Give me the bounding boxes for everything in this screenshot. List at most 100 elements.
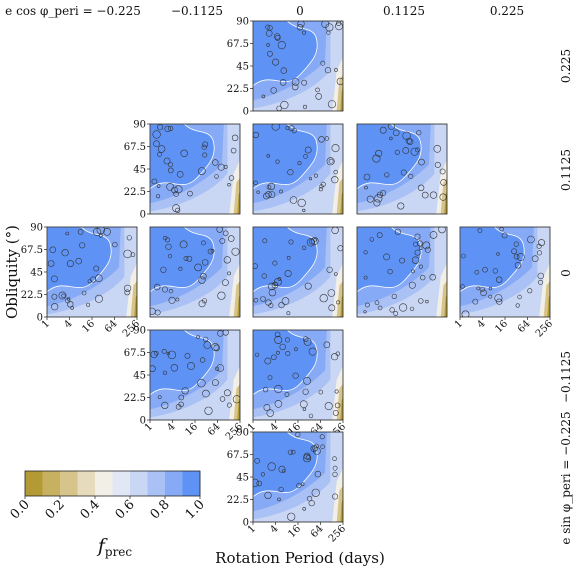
data-point [496,298,503,305]
data-point [397,202,405,210]
data-point [151,178,158,185]
x-tick-label: 16 [286,523,303,540]
y-tick-label: 0 [37,313,43,324]
data-point [318,136,325,143]
data-point [216,227,223,233]
data-point [279,343,286,351]
data-point [216,364,225,372]
colorbar-tick-label: 0.8 [148,497,173,522]
data-point [222,230,229,237]
colorbar-frame [24,470,201,497]
data-point [184,352,191,359]
data-point [228,175,235,181]
contour-band [150,124,215,190]
x-tick-label: 64 [516,318,533,335]
data-point [96,227,105,235]
data-point [156,184,161,188]
data-point [414,233,421,240]
data-point [369,237,375,242]
data-point [501,232,508,239]
data-point [187,190,193,197]
data-point [278,301,285,309]
y-tick-label: 22.5 [21,290,43,301]
data-point [424,246,431,253]
data-point [231,247,240,256]
y-tick-label: 45 [236,62,249,73]
data-point [264,357,272,365]
data-point [222,279,229,286]
data-point [488,294,493,299]
data-point [173,191,179,197]
data-point [277,497,281,502]
data-point [267,375,273,380]
data-point [202,141,209,148]
data-point [263,192,270,200]
data-point [265,299,272,306]
data-point [285,350,291,356]
data-point [261,94,266,99]
x-tick-label: 16 [183,421,200,438]
colorbar-swatch [42,471,61,496]
data-point [418,264,423,269]
data-point [332,456,337,462]
data-point [332,410,339,416]
data-point [527,235,535,244]
data-point [333,169,338,175]
data-point [86,302,91,307]
data-point [231,134,239,141]
contour-band [237,397,240,420]
data-point [186,255,193,262]
data-point [201,259,209,266]
data-point [302,454,312,463]
col-label-2: 0 [296,4,304,18]
data-point [314,470,322,478]
x-tick-label: 64 [103,318,120,335]
data-point [417,184,425,191]
data-point [287,512,296,521]
data-point [495,276,503,283]
data-point [537,272,545,280]
data-point [480,289,487,297]
data-point [265,24,271,30]
data-point [280,67,287,74]
data-point [166,182,174,191]
data-point [278,486,284,493]
data-point [268,288,277,297]
panel-frame [356,123,448,215]
data-point [376,232,383,239]
data-point [268,303,274,309]
data-point [202,152,208,158]
data-point [538,279,544,285]
data-point [308,347,317,356]
data-point [199,357,206,363]
x-tick-label: 1 [40,318,52,330]
panel-frame [252,123,344,215]
data-point [260,296,266,302]
data-point [162,286,169,293]
data-point [331,227,339,234]
data-point [287,169,294,176]
panel-frame [252,226,344,318]
data-point [332,465,338,471]
data-point [302,104,307,109]
data-point [289,196,298,204]
data-point [303,377,311,385]
data-point [161,401,169,409]
data-point [287,449,294,455]
data-point [126,235,132,241]
data-point [58,291,67,300]
data-point [165,243,172,250]
data-point [227,235,235,242]
y-tick-label: 67.5 [227,39,249,50]
data-point [163,157,171,165]
data-point [175,207,181,213]
data-point [377,305,383,311]
data-point [402,131,411,141]
data-point [267,25,273,31]
data-point [262,386,269,393]
data-point [379,126,387,134]
data-point [275,159,280,164]
